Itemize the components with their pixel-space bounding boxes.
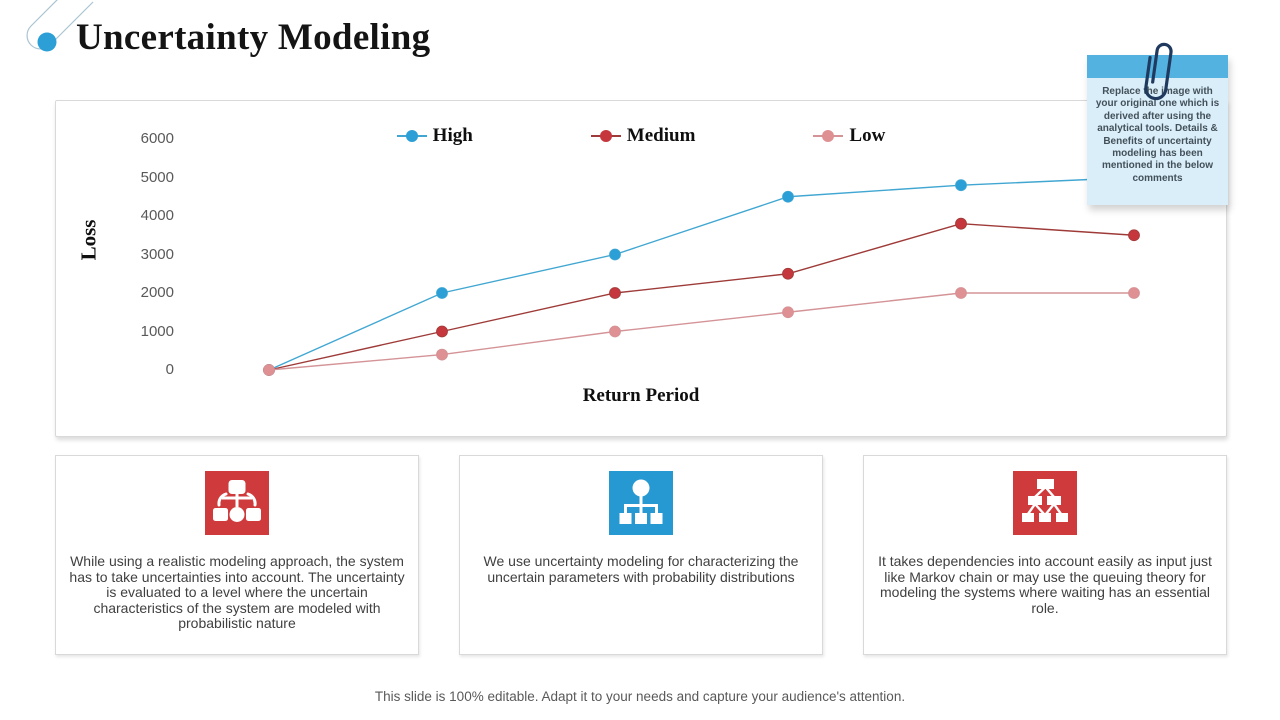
legend-label: High <box>432 125 473 146</box>
loss-line-chart <box>263 171 1140 376</box>
card-text: While using a realistic modeling approac… <box>69 553 405 632</box>
card-probability-distributions: We use uncertainty modeling for characte… <box>459 455 823 655</box>
low-data-point <box>955 287 967 299</box>
legend-dot-icon <box>599 130 612 142</box>
medium-data-point <box>782 267 794 280</box>
medium-data-point <box>436 325 448 338</box>
paperclip-icon <box>1144 42 1173 101</box>
legend-item-high: High <box>396 125 473 147</box>
y-tick-label: 3000 <box>140 245 174 263</box>
low-data-point <box>263 364 275 376</box>
y-tick-label: 4000 <box>140 207 174 224</box>
high-data-point <box>782 190 794 203</box>
low-data-point <box>1128 287 1140 299</box>
high-series-line <box>268 176 1135 371</box>
low-data-point <box>609 325 621 338</box>
medium-data-point <box>1128 229 1140 242</box>
cards-row: While using a realistic modeling approac… <box>55 455 1227 655</box>
card-realistic-modeling: While using a realistic modeling approac… <box>55 455 419 655</box>
card-text: It takes dependencies into account easil… <box>878 553 1212 616</box>
y-tick-label: 2000 <box>140 284 174 301</box>
medium-data-point <box>609 287 621 299</box>
page-title: Uncertainty Modeling <box>76 17 431 58</box>
card-text: We use uncertainty modeling for characte… <box>483 553 799 585</box>
legend-label: Low <box>849 125 886 146</box>
tree-diagram-icon <box>1013 471 1077 535</box>
high-data-point <box>436 287 448 299</box>
legend-item-low: Low <box>813 125 885 147</box>
legend-dot-icon <box>405 130 418 142</box>
hierarchy-icon <box>609 471 673 535</box>
y-tick-label: 6000 <box>140 130 174 147</box>
pin-decoration-icon <box>26 0 94 52</box>
legend-item-medium: Medium <box>590 125 696 147</box>
y-tick-label: 5000 <box>140 168 174 186</box>
y-tick-label: 0 <box>165 361 174 378</box>
low-data-point <box>782 306 794 319</box>
high-data-point <box>955 179 967 192</box>
legend-marker-icon <box>813 130 844 142</box>
high-data-point <box>609 248 621 261</box>
y-axis-label: Loss <box>76 219 101 261</box>
legend-marker-icon <box>396 130 427 142</box>
low-series-line <box>268 292 1134 371</box>
legend-label: Medium <box>626 125 696 146</box>
sticky-note-header <box>1087 55 1228 78</box>
y-tick-label: 1000 <box>140 322 174 340</box>
x-axis-label: Return Period <box>582 385 700 406</box>
legend-dot-icon <box>822 130 835 142</box>
org-structure-icon <box>205 471 269 535</box>
medium-series-line <box>268 222 1135 371</box>
chart-legend: High Medium Low <box>56 125 1226 147</box>
legend-marker-icon <box>590 130 621 142</box>
sticky-note: Replace the image with your original one… <box>1087 42 1228 205</box>
medium-data-point <box>955 217 967 230</box>
chart-panel: High Medium Low 0 1000 2000 3000 4000 5000 6000 … <box>55 100 1227 437</box>
card-dependencies: It takes dependencies into account easil… <box>863 455 1227 655</box>
low-data-point <box>436 348 448 361</box>
footer-note: This slide is 100% editable. Adapt it to… <box>374 689 906 704</box>
